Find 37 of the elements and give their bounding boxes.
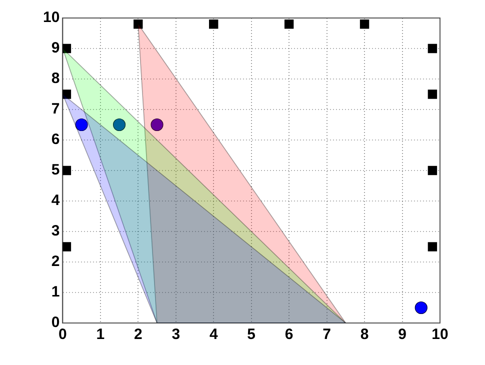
y-tick-label: 2	[51, 253, 60, 270]
point	[62, 166, 72, 176]
point	[414, 301, 428, 314]
y-tick-label: 1	[51, 284, 60, 301]
point	[62, 44, 72, 54]
point	[150, 118, 164, 132]
x-tick-label: 5	[247, 326, 256, 344]
x-tick-label: 3	[172, 326, 180, 344]
point	[62, 90, 72, 99]
point	[428, 242, 438, 252]
x-tick-label: 10	[432, 326, 448, 344]
point	[428, 90, 438, 99]
x-tick-label: 4	[209, 326, 218, 344]
point	[360, 20, 370, 29]
point	[428, 44, 438, 54]
y-tick-label: 9	[51, 40, 60, 57]
x-tick-label: 6	[284, 326, 294, 344]
point	[284, 20, 294, 29]
point	[62, 242, 72, 252]
y-tick-label: 10	[42, 9, 60, 26]
y-tick-label: 7	[51, 100, 60, 118]
y-tick-label: 6	[51, 131, 60, 148]
x-tick-label: 9	[398, 326, 406, 344]
x-tick-label: 7	[322, 326, 331, 344]
point	[428, 166, 438, 176]
y-tick-label: 3	[51, 222, 60, 240]
point	[112, 118, 126, 132]
y-tick-label: 4	[51, 192, 60, 210]
y-tick-label: 5	[51, 162, 60, 179]
point	[134, 20, 143, 29]
point	[75, 118, 88, 132]
y-tick-label: 0	[51, 314, 60, 332]
point	[209, 20, 218, 29]
y-tick-label: 8	[51, 70, 60, 88]
x-tick-label: 1	[96, 326, 105, 344]
x-tick-label: 8	[360, 326, 369, 344]
x-tick-label: 2	[134, 326, 142, 344]
